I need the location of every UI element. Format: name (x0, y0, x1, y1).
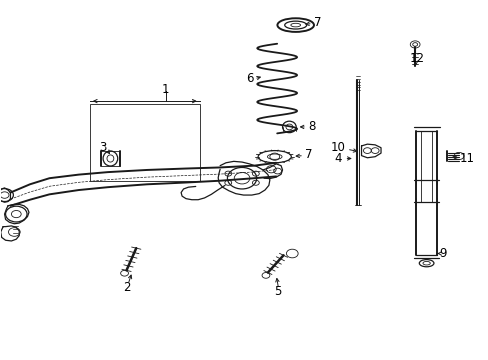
Bar (90, 104, 199, 181)
Text: 2: 2 (122, 281, 130, 294)
Text: 7: 7 (305, 148, 312, 161)
Text: 4: 4 (334, 152, 342, 165)
Text: 3: 3 (99, 140, 106, 153)
Text: 8: 8 (307, 121, 315, 134)
Text: 5: 5 (273, 285, 281, 298)
Text: 7: 7 (314, 17, 321, 30)
Text: 1: 1 (162, 83, 169, 96)
Text: 12: 12 (409, 51, 424, 64)
Text: 6: 6 (245, 72, 253, 85)
Text: 9: 9 (439, 247, 446, 260)
Text: 10: 10 (330, 140, 346, 153)
Text: 11: 11 (459, 152, 474, 165)
